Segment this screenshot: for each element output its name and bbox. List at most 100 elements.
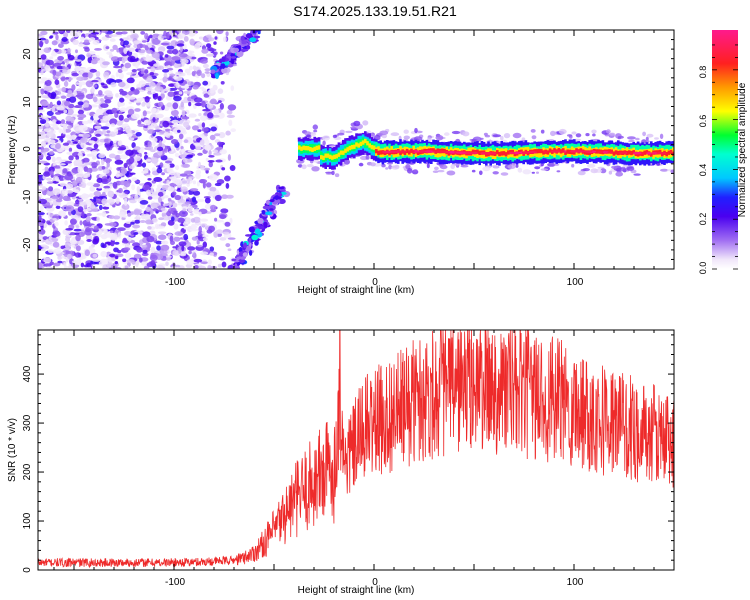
- heatmap-cell: [106, 144, 111, 151]
- heatmap-cell: [218, 100, 222, 104]
- heatmap-cell: [166, 102, 173, 108]
- heatmap-cell: [102, 85, 109, 89]
- heatmap-cell: [278, 198, 286, 204]
- heatmap-cell: [118, 81, 126, 88]
- heatmap-cell: [145, 86, 153, 92]
- heatmap-cell: [59, 168, 64, 172]
- heatmap-cell: [202, 241, 207, 248]
- heatmap-cell: [156, 225, 165, 229]
- heatmap-cell: [134, 194, 139, 202]
- heatmap-cell: [140, 260, 149, 266]
- heatmap-cell: [169, 170, 175, 176]
- heatmap-cell: [306, 164, 314, 168]
- heatmap-cell: [230, 128, 236, 133]
- heatmap-cell: [325, 171, 333, 174]
- heatmap-cell: [173, 95, 182, 102]
- heatmap-cell: [608, 170, 613, 175]
- heatmap-cell: [117, 227, 126, 232]
- heatmap-cell: [64, 265, 68, 269]
- heatmap-cell: [146, 235, 155, 243]
- heatmap-cell: [237, 45, 242, 48]
- heatmap-cell: [566, 149, 569, 154]
- heatmap-cell: [377, 146, 380, 155]
- heatmap-cell: [654, 137, 659, 140]
- heatmap-cell: [213, 51, 218, 55]
- heatmap-cell: [145, 206, 151, 213]
- heatmap-cell: [227, 104, 237, 111]
- colorbar-label: Normalized spectral amplitude: [737, 82, 748, 217]
- heatmap-cell: [54, 111, 62, 115]
- heatmap-cell: [86, 52, 91, 58]
- heatmap-cell: [575, 133, 582, 138]
- heatmap-cell: [164, 54, 169, 58]
- spectrogram-x-tick-label: 0: [372, 277, 378, 288]
- heatmap-cell: [117, 147, 126, 151]
- heatmap-cell: [84, 162, 93, 166]
- heatmap-cell: [183, 233, 189, 241]
- heatmap-cell: [656, 151, 667, 155]
- heatmap-cell: [614, 150, 618, 155]
- heatmap-cell: [626, 166, 635, 171]
- heatmap-cell: [132, 40, 142, 44]
- heatmap-cell: [141, 40, 147, 43]
- heatmap-cell: [540, 148, 543, 154]
- heatmap-cell: [52, 123, 58, 130]
- heatmap-cell: [215, 189, 220, 196]
- heatmap-cell: [172, 246, 177, 249]
- heatmap-cell: [553, 163, 560, 166]
- heatmap-cell: [381, 163, 386, 168]
- heatmap-cell: [208, 174, 218, 181]
- heatmap-cell: [254, 228, 261, 235]
- heatmap-cell: [39, 119, 47, 124]
- heatmap-cell: [72, 39, 79, 45]
- heatmap-cell: [202, 234, 209, 238]
- heatmap-cell: [115, 79, 123, 83]
- heatmap-cell: [315, 145, 319, 150]
- heatmap-cell: [91, 79, 99, 83]
- heatmap-cell: [257, 217, 264, 225]
- heatmap-cell: [167, 91, 175, 97]
- heatmap-cell: [73, 90, 77, 97]
- heatmap-cell: [57, 56, 64, 61]
- heatmap-cell: [202, 80, 209, 86]
- heatmap-cell: [45, 238, 53, 245]
- heatmap-cell: [632, 150, 635, 155]
- heatmap-cell: [38, 222, 45, 227]
- heatmap-cell: [147, 226, 152, 230]
- heatmap-cell: [139, 89, 145, 93]
- heatmap-cell: [144, 32, 149, 40]
- heatmap-cell: [150, 246, 156, 253]
- heatmap-cell: [65, 236, 71, 243]
- heatmap-cell: [150, 88, 156, 94]
- heatmap-cell: [118, 114, 124, 121]
- heatmap-cell: [142, 249, 148, 254]
- heatmap-cell: [405, 163, 411, 170]
- heatmap-cell: [439, 164, 448, 170]
- heatmap-cell: [91, 258, 101, 262]
- heatmap-cell: [175, 82, 180, 89]
- heatmap-cell: [62, 68, 71, 75]
- heatmap-cell: [322, 135, 330, 141]
- heatmap-cell: [87, 119, 93, 124]
- heatmap-cell: [571, 131, 577, 135]
- heatmap-cell: [227, 237, 236, 240]
- heatmap-cell: [365, 155, 370, 160]
- heatmap-cell: [99, 204, 103, 211]
- heatmap-cell: [118, 101, 126, 107]
- snr-x-tick-label: -100: [165, 577, 185, 588]
- heatmap-cell: [61, 188, 68, 195]
- heatmap-cell: [176, 147, 180, 151]
- heatmap-cell: [592, 133, 596, 137]
- heatmap-cell: [64, 242, 72, 249]
- heatmap-cell: [297, 164, 303, 168]
- heatmap-cell: [184, 68, 191, 74]
- heatmap-cell: [156, 167, 163, 174]
- heatmap-cell: [194, 43, 201, 50]
- heatmap-cell: [265, 211, 273, 216]
- heatmap-cell: [178, 241, 187, 247]
- heatmap-cell: [361, 140, 365, 145]
- heatmap-cell: [150, 203, 158, 209]
- heatmap-cell: [476, 149, 479, 154]
- heatmap-cell: [483, 152, 490, 155]
- heatmap-cell: [149, 72, 155, 76]
